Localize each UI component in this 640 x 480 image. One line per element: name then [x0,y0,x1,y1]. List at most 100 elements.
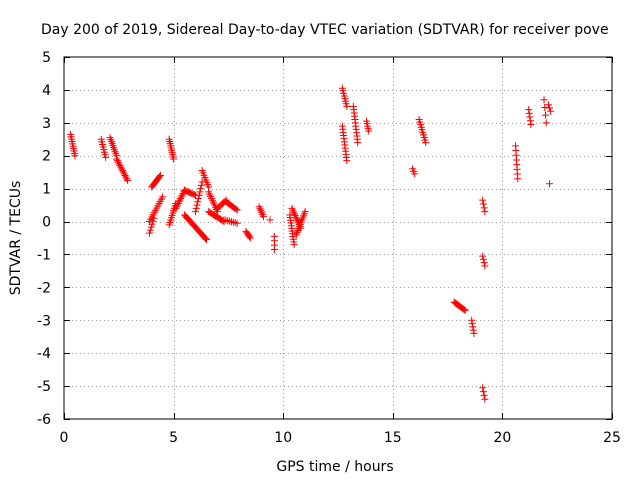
y-tick-label: 4 [42,83,51,99]
data-point-marker [232,205,240,213]
data-point-marker [123,175,131,183]
data-point-marker [514,175,522,183]
data-point-marker [542,111,550,119]
data-point-marker [480,391,488,399]
data-point-marker [481,395,489,403]
data-point-marker [469,323,477,331]
data-point-marker [301,208,309,216]
data-point-marker [365,127,373,135]
data-point-marker [147,223,155,231]
x-tick-label: 10 [274,430,292,446]
data-point-marker [233,206,241,214]
data-points [67,84,555,403]
data-point-marker [541,103,549,111]
data-point-marker [290,210,298,218]
data-point-marker [201,234,209,242]
data-point-marker [119,167,127,175]
data-point-marker [259,213,267,221]
y-tick-label: 3 [42,116,51,132]
data-point-marker [479,252,487,260]
data-point-marker [542,119,550,127]
data-point-marker [156,171,164,179]
data-point-marker [174,199,182,207]
y-tick-label: -6 [37,412,51,428]
data-point-marker [122,173,130,181]
data-point-marker [197,181,205,189]
chart-title: Day 200 of 2019, Sidereal Day-to-day VTE… [41,22,609,38]
data-point-marker [479,388,487,396]
data-point-marker [193,201,201,209]
y-tick-label: -5 [37,379,51,395]
y-tick-label: 2 [42,149,51,165]
data-point-marker [170,155,178,163]
data-point-marker [479,384,487,392]
data-point-marker [114,158,122,166]
data-point-marker [470,329,478,337]
data-point-marker [233,219,241,227]
grid-lines [64,57,612,419]
data-point-marker [115,160,123,168]
data-point-marker [176,196,184,204]
data-point-marker [290,241,298,249]
x-tick-label: 0 [60,430,69,446]
data-point-marker [175,198,183,206]
data-point-marker [119,168,127,176]
data-point-marker [270,246,278,254]
data-point-marker [172,204,180,212]
data-point-marker [266,216,274,224]
data-point-marker [121,171,129,179]
data-point-marker [526,113,534,121]
data-point-marker [291,212,299,220]
data-point-marker [480,204,488,212]
data-point-marker [71,152,79,160]
data-point-marker [197,185,205,193]
x-tick-label: 20 [493,430,511,446]
y-tick-label: 0 [42,215,51,231]
data-point-marker [481,208,489,216]
data-point-marker [113,157,121,165]
data-point-marker [547,107,555,115]
data-point-marker [293,215,301,223]
y-axis-label: SDTVAR / TECUs [8,181,24,296]
data-point-marker [468,320,476,328]
data-point-marker [245,233,253,241]
data-point-marker [196,188,204,196]
data-point-marker [527,120,535,128]
data-point-marker [343,102,351,110]
data-point-marker [118,165,126,173]
y-tick-label: -4 [37,346,51,362]
data-point-marker [540,96,548,104]
data-point-marker [479,255,487,263]
data-point-marker [146,226,154,234]
data-point-marker [124,176,132,184]
data-point-marker [117,163,125,171]
data-point-marker [116,162,124,170]
data-point-marker [422,139,430,147]
data-point-marker [194,195,202,203]
data-point-marker [246,234,254,242]
x-axis-label: GPS time / hours [276,459,393,475]
data-point-marker [102,153,110,161]
data-point-marker [479,196,487,204]
y-tick-label: 1 [42,182,51,198]
data-point-marker [190,191,198,199]
data-point-marker [525,106,533,114]
data-point-marker [178,191,186,199]
data-point-marker [195,191,203,199]
y-tick-label: 5 [42,50,51,66]
x-tick-label: 15 [384,430,402,446]
plot-border [63,56,613,420]
data-point-marker [148,220,156,228]
data-point-marker [469,326,477,334]
data-point-marker [479,200,487,208]
data-point-marker [150,214,158,222]
data-point-marker [292,213,300,221]
data-point-marker [468,316,476,324]
data-point-marker [145,229,153,237]
x-tick-label: 25 [603,430,621,446]
data-point-marker [354,139,362,147]
data-point-marker [192,208,200,216]
data-point-marker [290,208,298,216]
data-point-marker [288,204,296,212]
data-point-marker [480,259,488,267]
